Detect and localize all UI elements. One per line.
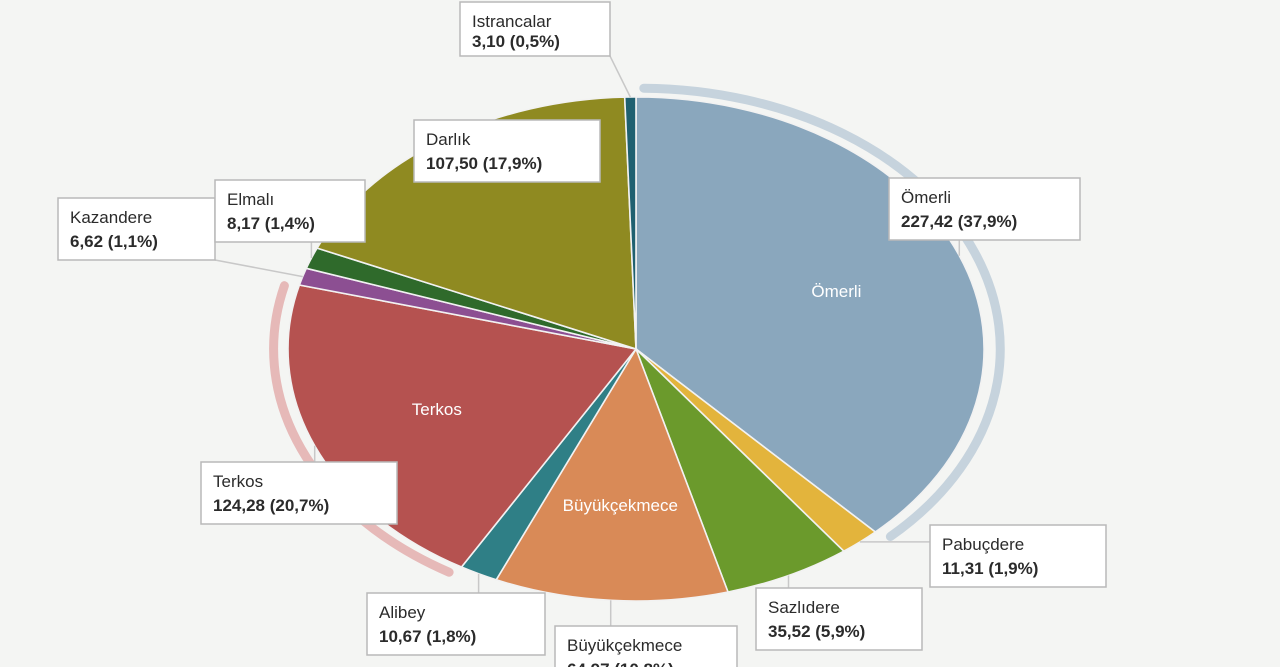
callout-box <box>929 524 1107 588</box>
slice-highlight-ring <box>639 83 1005 541</box>
slice-highlight-ring <box>269 281 454 577</box>
callout-value: 3,10 (0,5%) <box>472 32 560 51</box>
chart-rings <box>269 83 1005 577</box>
callout-box <box>413 119 601 183</box>
callout-value: 11,31 (1,9%) <box>942 559 1038 578</box>
leader-line <box>609 55 631 98</box>
callout-name: Kazandere <box>70 208 152 227</box>
callout-box <box>57 197 216 261</box>
slice-inner-label: Ömerli <box>811 282 861 301</box>
callout-value: 107,50 (17,9%) <box>426 154 542 173</box>
callout-name: Darlık <box>426 130 471 149</box>
pie-slice <box>623 96 637 350</box>
callout-label: Alibey 10,67 (1,8%) <box>366 592 546 656</box>
leader-lines <box>214 55 961 626</box>
inner-labels: Ömerli Büyükçekmece Terkos <box>412 282 862 515</box>
callout-label: Terkos 124,28 (20,7%) <box>200 461 398 525</box>
callout-box <box>888 177 1081 241</box>
slice-inner-label: Terkos <box>412 400 462 419</box>
callout-name: Büyükçekmece <box>567 636 682 655</box>
callout-value: 64,97 (10,8%) <box>567 660 674 667</box>
pie-slice <box>635 348 846 593</box>
slice-inner-label: Büyükçekmece <box>563 496 678 515</box>
callout-box <box>459 1 611 57</box>
callout-value: 227,42 (37,9%) <box>901 212 1017 231</box>
callout-box <box>755 587 923 651</box>
callout-name: Alibey <box>379 603 426 622</box>
callout-box <box>214 179 366 243</box>
callout-box <box>366 592 546 656</box>
callout-value: 10,67 (1,8%) <box>379 627 476 646</box>
callout-label: Darlık 107,50 (17,9%) <box>413 119 601 183</box>
pie-slices <box>287 96 985 602</box>
callout-name: Elmalı <box>227 190 274 209</box>
callout-label: Elmalı 8,17 (1,4%) <box>214 179 366 243</box>
callout-labels: Ömerli 227,42 (37,9%) Pabuçdere 11,31 (1,9%… <box>57 1 1107 667</box>
leader-line <box>214 259 303 278</box>
callout-label: Kazandere 6,62 (1,1%) <box>57 197 216 261</box>
callout-name: Sazlıdere <box>768 598 840 617</box>
callout-value: 8,17 (1,4%) <box>227 214 315 233</box>
callout-name: Ömerli <box>901 188 951 207</box>
callout-label: Ömerli 227,42 (37,9%) <box>888 177 1081 241</box>
callout-value: 124,28 (20,7%) <box>213 496 329 515</box>
callout-value: 6,62 (1,1%) <box>70 232 158 251</box>
callout-label: Pabuçdere 11,31 (1,9%) <box>929 524 1107 588</box>
callout-label: Sazlıdere 35,52 (5,9%) <box>755 587 923 651</box>
callout-name: Pabuçdere <box>942 535 1024 554</box>
callout-name: Istrancalar <box>472 12 552 31</box>
callout-name: Terkos <box>213 472 263 491</box>
callout-value: 35,52 (5,9%) <box>768 622 865 641</box>
callout-box <box>200 461 398 525</box>
callout-box <box>554 625 738 667</box>
callout-label: Büyükçekmece 64,97 (10,8%) <box>554 625 738 667</box>
